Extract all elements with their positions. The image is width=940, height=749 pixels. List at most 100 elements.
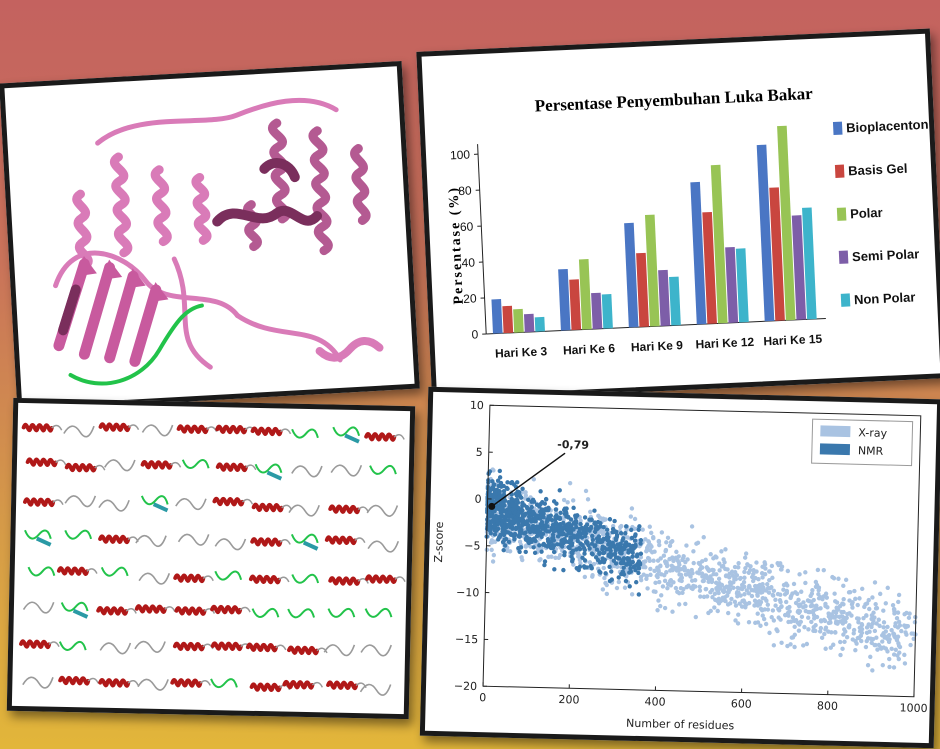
nmr-point — [490, 519, 495, 524]
xray-point — [906, 615, 912, 620]
xray-point — [807, 609, 812, 615]
nmr-point — [506, 522, 511, 528]
helix-fragment — [98, 422, 131, 432]
xray-point — [782, 592, 788, 597]
helix-fragment — [328, 504, 361, 515]
xray-point — [766, 590, 772, 595]
x-tick-label: Hari Ke 6 — [563, 341, 616, 357]
xray-point — [754, 560, 759, 565]
helix-fragment — [172, 641, 205, 652]
xray-point — [840, 619, 846, 625]
bar — [534, 316, 545, 332]
xray-point — [758, 623, 763, 628]
xray-point — [859, 626, 865, 632]
xray-point — [699, 571, 705, 576]
y-axis-label: Persentase (%) — [446, 186, 466, 305]
y-tick-label: −10 — [456, 586, 480, 600]
xray-point — [896, 643, 902, 649]
xray-point — [689, 578, 695, 583]
xray-point — [859, 622, 865, 627]
xray-point — [708, 608, 713, 614]
xray-point — [831, 642, 836, 647]
nmr-point — [563, 509, 569, 515]
xray-point — [813, 623, 818, 628]
coil-fragment — [239, 606, 251, 613]
nmr-point — [592, 508, 597, 513]
xray-point — [765, 582, 770, 587]
nmr-point — [554, 501, 559, 506]
xray-point — [799, 614, 805, 619]
nmr-point — [512, 531, 518, 537]
nmr-point — [537, 504, 542, 509]
xray-point — [727, 580, 733, 585]
coil-fragment — [369, 464, 397, 475]
nmr-point — [496, 521, 501, 526]
coil-fragment — [332, 426, 361, 437]
xray-point — [603, 580, 608, 586]
nmr-point — [517, 549, 522, 555]
nmr-point — [589, 524, 594, 530]
nmr-point — [499, 484, 504, 489]
nmr-point — [636, 570, 641, 576]
xray-point — [832, 591, 837, 596]
nmr-point — [598, 521, 603, 526]
xray-point — [520, 557, 525, 563]
xray-point — [490, 539, 495, 545]
bar — [523, 313, 535, 333]
bar — [658, 269, 671, 327]
xray-point — [695, 540, 701, 546]
xray-point — [616, 579, 622, 585]
xray-point — [813, 584, 819, 590]
xray-point — [809, 619, 814, 625]
coil-fragment — [177, 533, 210, 546]
xray-point — [835, 621, 840, 626]
xray-point — [864, 625, 870, 630]
xray-point — [747, 584, 752, 590]
nmr-point — [571, 505, 576, 511]
nmr-point — [635, 552, 640, 557]
coil-fragment — [125, 607, 137, 614]
nmr-point — [628, 569, 634, 574]
xray-point — [791, 581, 797, 587]
annotation-line — [491, 452, 566, 508]
x-tick-label: 800 — [817, 699, 838, 713]
xray-point — [847, 611, 852, 616]
nmr-point — [578, 541, 583, 546]
bar — [690, 181, 707, 325]
xray-point — [881, 620, 887, 625]
nmr-point — [575, 513, 580, 518]
xray-point — [790, 635, 796, 640]
xray-point — [704, 575, 709, 580]
nmr-point — [612, 551, 618, 557]
nmr-point — [603, 571, 608, 576]
xray-point — [647, 524, 652, 529]
xray-point — [831, 576, 837, 581]
nmr-point — [497, 475, 503, 480]
nmr-point — [508, 519, 513, 524]
nmr-point — [550, 532, 556, 537]
xray-point — [902, 611, 907, 617]
nmr-point — [579, 535, 585, 540]
annotation: -0,79 — [488, 438, 589, 510]
xray-point — [691, 549, 696, 554]
nmr-point — [527, 536, 532, 541]
xray-point — [660, 584, 666, 589]
coil-fragment — [87, 677, 99, 684]
nmr-point — [607, 578, 613, 584]
helix-fragment — [140, 460, 173, 470]
nmr-point — [623, 531, 628, 536]
xray-point — [771, 588, 777, 593]
nmr-point — [566, 521, 572, 526]
nmr-point — [629, 535, 635, 541]
nmr-point — [538, 512, 544, 517]
nmr-point — [520, 523, 525, 528]
xray-point — [847, 623, 852, 628]
y-tick-label: 10 — [470, 399, 484, 412]
nmr-point — [582, 551, 587, 556]
xray-point — [749, 574, 755, 580]
annotation-point — [488, 502, 496, 510]
nmr-point — [619, 551, 624, 556]
xray-point — [838, 639, 843, 645]
xray-point — [912, 620, 918, 625]
helix-fragment — [25, 457, 58, 468]
